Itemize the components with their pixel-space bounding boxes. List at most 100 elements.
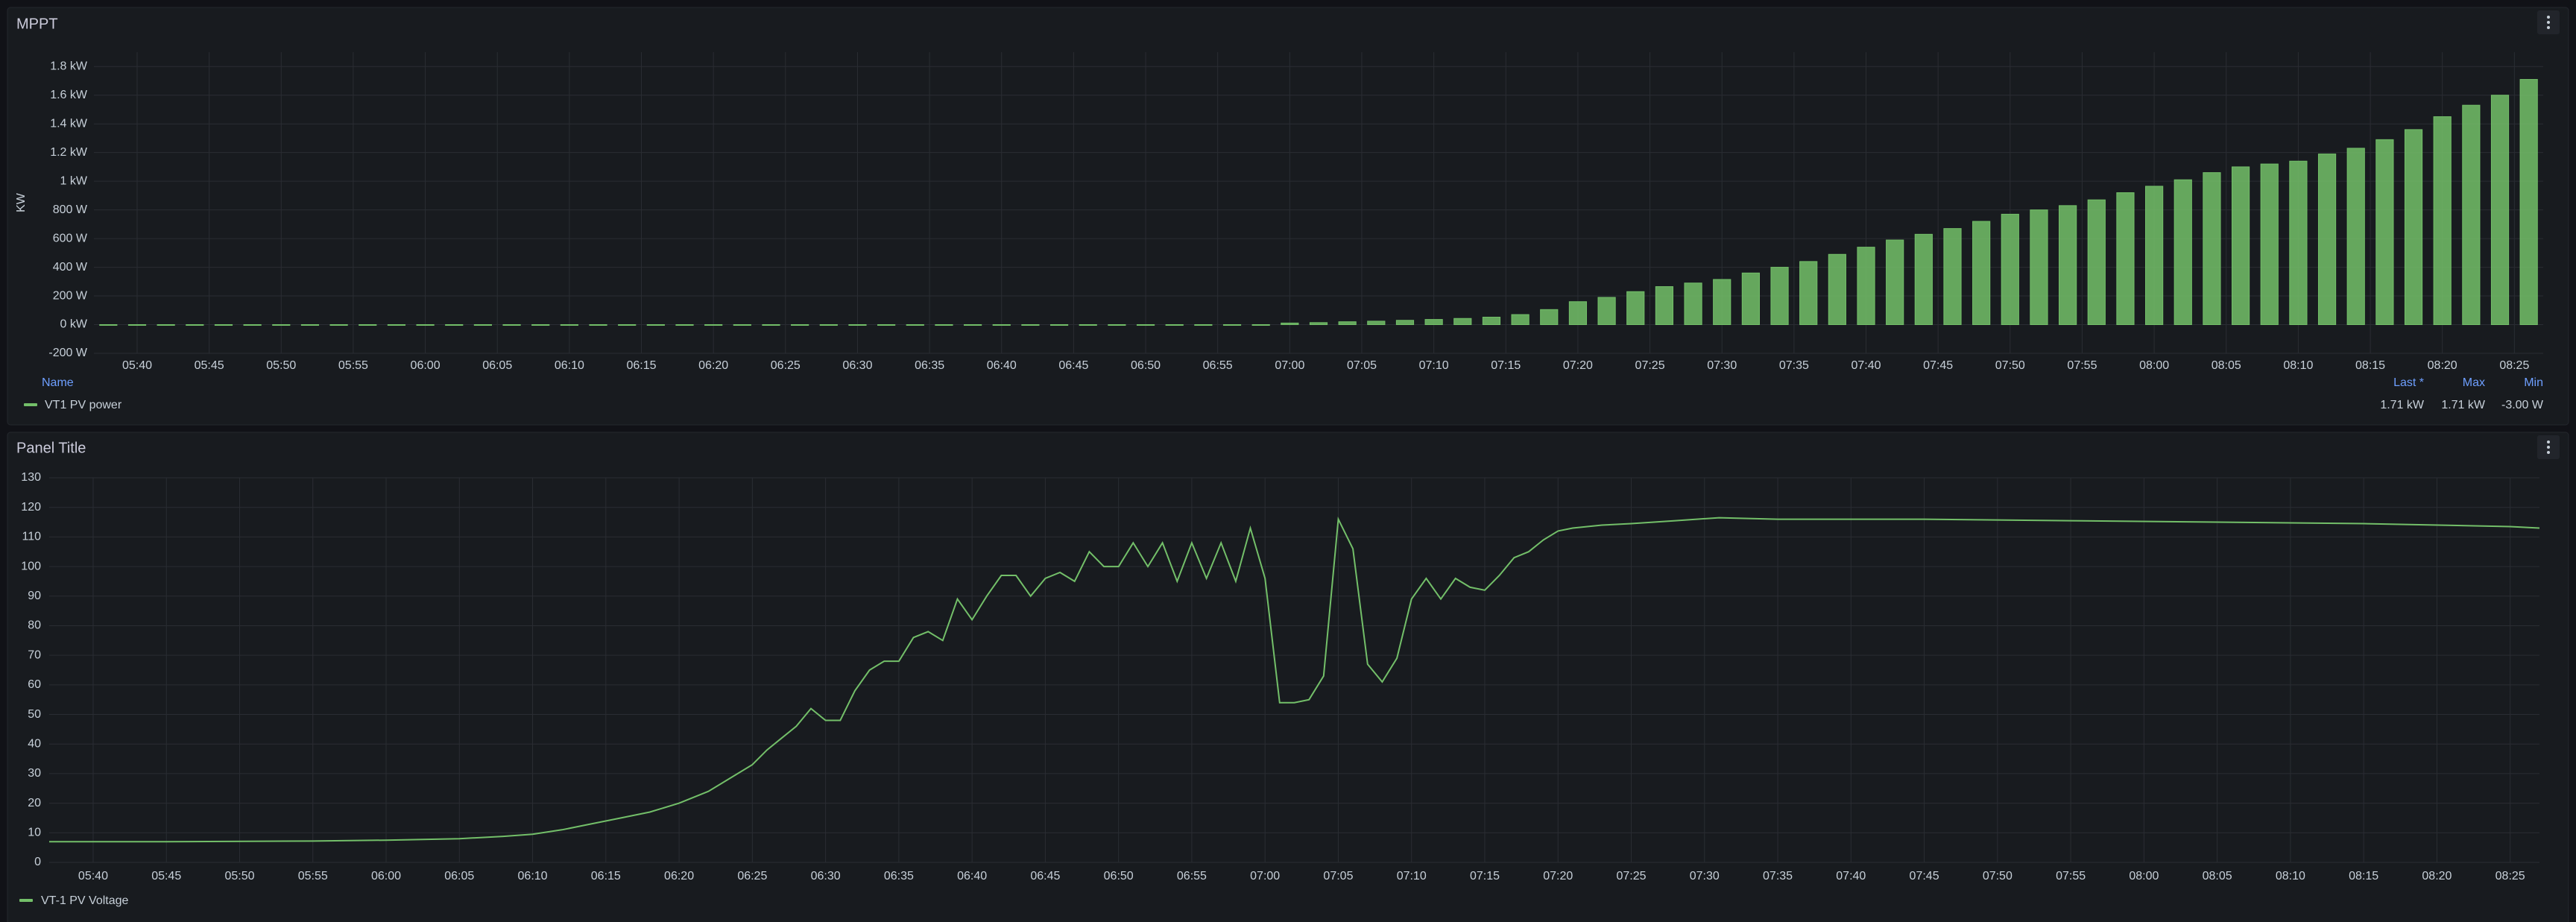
- x-tick-label: 07:05: [1323, 870, 1353, 882]
- bar: [1424, 319, 1443, 326]
- bar: [1021, 324, 1040, 326]
- x-tick-label: 07:20: [1563, 359, 1593, 372]
- x-tick-label: 07:15: [1491, 359, 1521, 372]
- legend-header[interactable]: Max: [2463, 376, 2485, 389]
- x-tick-label: 08:15: [2355, 359, 2385, 372]
- bar: [2001, 213, 2019, 326]
- bar: [560, 324, 578, 326]
- bar: [618, 324, 637, 326]
- bar: [906, 324, 924, 326]
- bar: [2174, 179, 2192, 326]
- bar: [1914, 233, 1933, 326]
- bar: [1857, 247, 1875, 326]
- y-tick-label: 70: [28, 648, 41, 661]
- bar: [2059, 205, 2077, 326]
- y-tick-label: 0: [34, 856, 41, 868]
- bar: [214, 324, 233, 326]
- y-tick-label: 60: [28, 678, 41, 691]
- bar: [877, 324, 896, 326]
- x-tick-label: 06:20: [698, 359, 728, 372]
- x-tick-label: 05:55: [338, 359, 368, 372]
- bar: [992, 324, 1011, 326]
- bar: [1338, 321, 1357, 326]
- x-tick-label: 07:00: [1250, 870, 1280, 882]
- x-tick-label: 07:10: [1397, 870, 1427, 882]
- legend-label[interactable]: VT1 PV power: [45, 399, 122, 411]
- y-tick-label: 1.6 kW: [50, 89, 88, 101]
- x-tick-label: 08:20: [2428, 359, 2457, 372]
- x-tick-label: 06:20: [664, 870, 694, 882]
- x-tick-label: 07:30: [1690, 870, 1720, 882]
- y-tick-label: 90: [28, 590, 41, 602]
- y-tick-label: 110: [22, 531, 41, 543]
- bar: [1222, 324, 1242, 326]
- bar: [473, 324, 492, 326]
- x-tick-label: 06:05: [444, 870, 474, 882]
- bar: [1770, 267, 1789, 326]
- bar: [2433, 116, 2452, 326]
- x-tick-label: 07:20: [1543, 870, 1573, 882]
- x-tick-label: 05:45: [151, 870, 181, 882]
- bar: [1482, 317, 1501, 326]
- y-tick-label: 800 W: [53, 203, 88, 216]
- bar: [1367, 321, 1386, 326]
- bar: [2260, 163, 2279, 326]
- x-tick-label: 05:50: [224, 870, 254, 882]
- panel-menu[interactable]: [2537, 435, 2560, 459]
- legend-marker: [19, 899, 33, 902]
- x-tick-label: 06:45: [1030, 870, 1060, 882]
- bar: [2145, 186, 2164, 326]
- panel-menu[interactable]: [2537, 10, 2560, 34]
- bar: [387, 324, 406, 326]
- x-tick-label: 06:45: [1058, 359, 1088, 372]
- bar: [1568, 301, 1588, 326]
- bar: [791, 324, 809, 326]
- x-tick-label: 06:30: [811, 870, 841, 882]
- menu-dot: [2547, 446, 2550, 449]
- bar: [1136, 324, 1155, 326]
- x-tick-label: 06:55: [1203, 359, 1233, 372]
- legend-label[interactable]: VT-1 PV Voltage: [41, 894, 129, 907]
- bar: [1281, 322, 1299, 326]
- legend-header[interactable]: Last *: [2393, 376, 2424, 389]
- x-tick-label: 06:00: [371, 870, 401, 882]
- legend-header[interactable]: Name: [42, 376, 74, 389]
- bar: [359, 324, 377, 326]
- x-tick-label: 06:50: [1131, 359, 1161, 372]
- x-tick-label: 06:15: [591, 870, 621, 882]
- panel-title[interactable]: MPPT: [16, 16, 58, 32]
- y-tick-label: 600 W: [53, 232, 88, 244]
- bar: [1799, 261, 1818, 326]
- bar: [1453, 318, 1472, 326]
- bar: [1049, 324, 1069, 326]
- legend-header[interactable]: Min: [2524, 376, 2543, 389]
- bar: [1108, 324, 1126, 326]
- x-tick-label: 08:10: [2276, 870, 2305, 882]
- bar: [445, 324, 464, 326]
- y-tick-label: 1.4 kW: [50, 117, 88, 130]
- x-tick-label: 07:15: [1470, 870, 1500, 882]
- x-tick-label: 07:05: [1347, 359, 1377, 372]
- bar: [1655, 286, 1674, 326]
- bar: [1079, 324, 1097, 326]
- bar: [762, 324, 780, 326]
- panel: [7, 432, 2569, 922]
- y-tick-label: 30: [28, 767, 41, 780]
- bar: [1540, 309, 1559, 326]
- bar: [1713, 279, 1731, 326]
- x-tick-label: 08:00: [2129, 870, 2159, 882]
- y-tick-label: 80: [28, 619, 41, 632]
- bar: [272, 324, 291, 326]
- bar: [2087, 199, 2106, 326]
- bar: [1943, 228, 1962, 326]
- legend-stat: -3.00 W: [2501, 399, 2544, 411]
- y-tick-label: 40: [28, 737, 41, 750]
- x-tick-label: 07:30: [1707, 359, 1737, 372]
- x-tick-label: 05:40: [78, 870, 108, 882]
- y-axis-label: KW: [15, 192, 28, 212]
- panel-title[interactable]: Panel Title: [16, 440, 86, 456]
- x-tick-label: 06:35: [915, 359, 944, 372]
- bar: [2490, 95, 2510, 326]
- y-tick-label: 1 kW: [60, 174, 88, 187]
